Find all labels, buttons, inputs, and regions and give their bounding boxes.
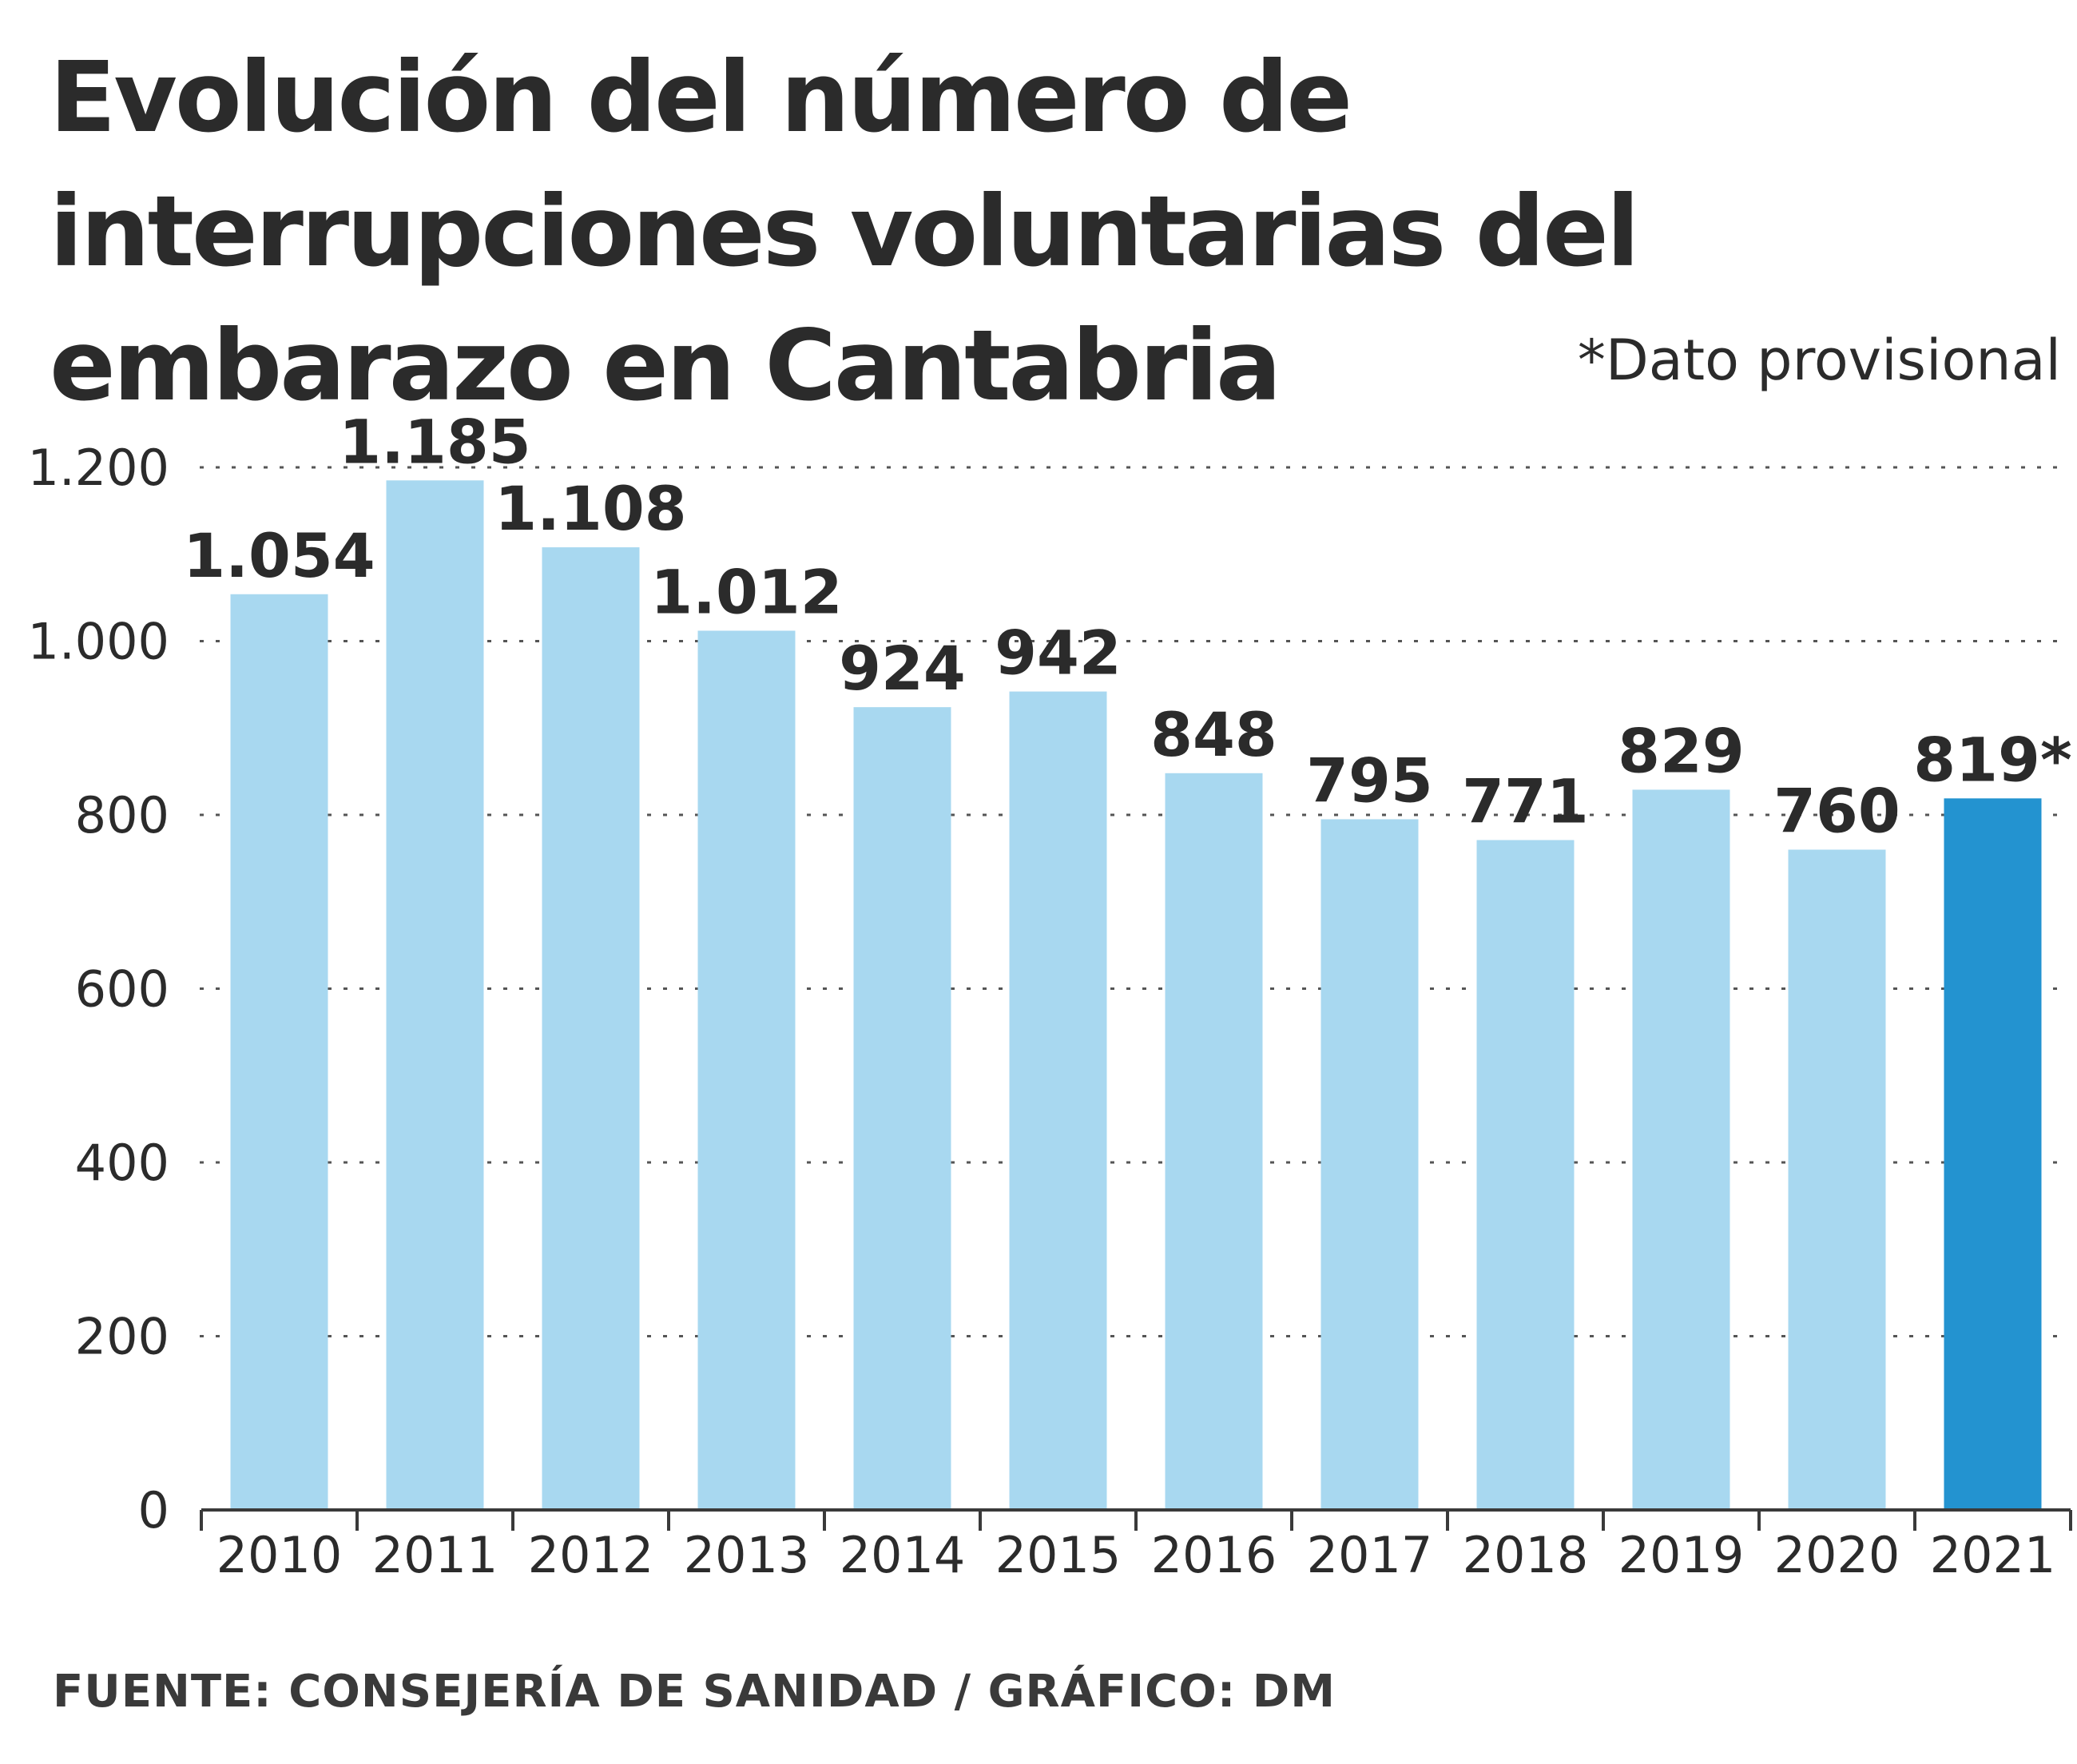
y-axis-ticks: 0 200 400 600 800 1.000 1.200 xyxy=(28,439,170,1540)
y-tick-label: 1.000 xyxy=(28,613,170,671)
x-label-2018: 2018 xyxy=(1463,1526,1589,1584)
value-label-2018: 771 xyxy=(1462,766,1589,837)
value-label-2010: 1.054 xyxy=(183,520,375,591)
value-label-2011: 1.185 xyxy=(339,406,530,477)
bar-2010 xyxy=(230,594,328,1510)
chart-title: Evolución del número de interrupciones v… xyxy=(50,41,1640,423)
x-label-2014: 2014 xyxy=(840,1526,966,1584)
x-label-2013: 2013 xyxy=(684,1526,810,1584)
x-axis xyxy=(200,1508,2072,1531)
y-tick-label: 800 xyxy=(75,786,169,844)
y-tick-label: 400 xyxy=(75,1134,169,1192)
bar-2020 xyxy=(1788,849,1886,1510)
bars xyxy=(230,480,2042,1511)
x-label-2017: 2017 xyxy=(1307,1526,1433,1584)
x-axis-labels: 2010 2011 2012 2013 2014 2015 2016 2017 2018 2019… xyxy=(216,1526,2056,1584)
value-label-2013: 1.012 xyxy=(650,556,842,627)
x-label-2020: 2020 xyxy=(1774,1526,1900,1584)
bar-2013 xyxy=(697,630,796,1511)
source-credit: FUENTE: CONSEJERÍA DE SANIDAD / GRÁFICO:… xyxy=(53,1666,1336,1718)
provisional-note: *Dato provisional xyxy=(1577,328,2061,393)
x-label-2011: 2011 xyxy=(372,1526,498,1584)
value-label-2012: 1.108 xyxy=(494,473,686,544)
y-tick-label: 200 xyxy=(75,1308,169,1366)
y-tick-label: 600 xyxy=(75,960,169,1019)
bar-2012 xyxy=(542,547,640,1510)
x-label-2019: 2019 xyxy=(1618,1526,1745,1584)
bar-2018 xyxy=(1476,840,1575,1510)
x-label-2012: 2012 xyxy=(528,1526,654,1584)
value-label-2014: 924 xyxy=(839,633,966,704)
bar-2011 xyxy=(386,480,484,1510)
value-label-2017: 795 xyxy=(1306,745,1433,816)
bar-2019 xyxy=(1632,789,1730,1510)
x-label-2010: 2010 xyxy=(216,1526,343,1584)
bar-2017 xyxy=(1320,819,1419,1510)
value-label-2019: 829 xyxy=(1618,715,1745,786)
x-label-2015: 2015 xyxy=(995,1526,1122,1584)
bar-2014 xyxy=(853,707,951,1510)
value-label-2020: 760 xyxy=(1773,776,1900,847)
value-label-2015: 942 xyxy=(995,618,1122,689)
x-label-2021: 2021 xyxy=(1930,1526,2056,1584)
bar-2015 xyxy=(1009,691,1107,1511)
value-label-2021: 819* xyxy=(1913,724,2071,795)
x-label-2016: 2016 xyxy=(1151,1526,1277,1584)
y-tick-label: 0 xyxy=(138,1481,169,1540)
bar-2016 xyxy=(1165,773,1263,1510)
value-label-2016: 848 xyxy=(1150,699,1277,770)
bar-2021 xyxy=(1944,798,2042,1510)
y-tick-label: 1.200 xyxy=(28,439,170,497)
